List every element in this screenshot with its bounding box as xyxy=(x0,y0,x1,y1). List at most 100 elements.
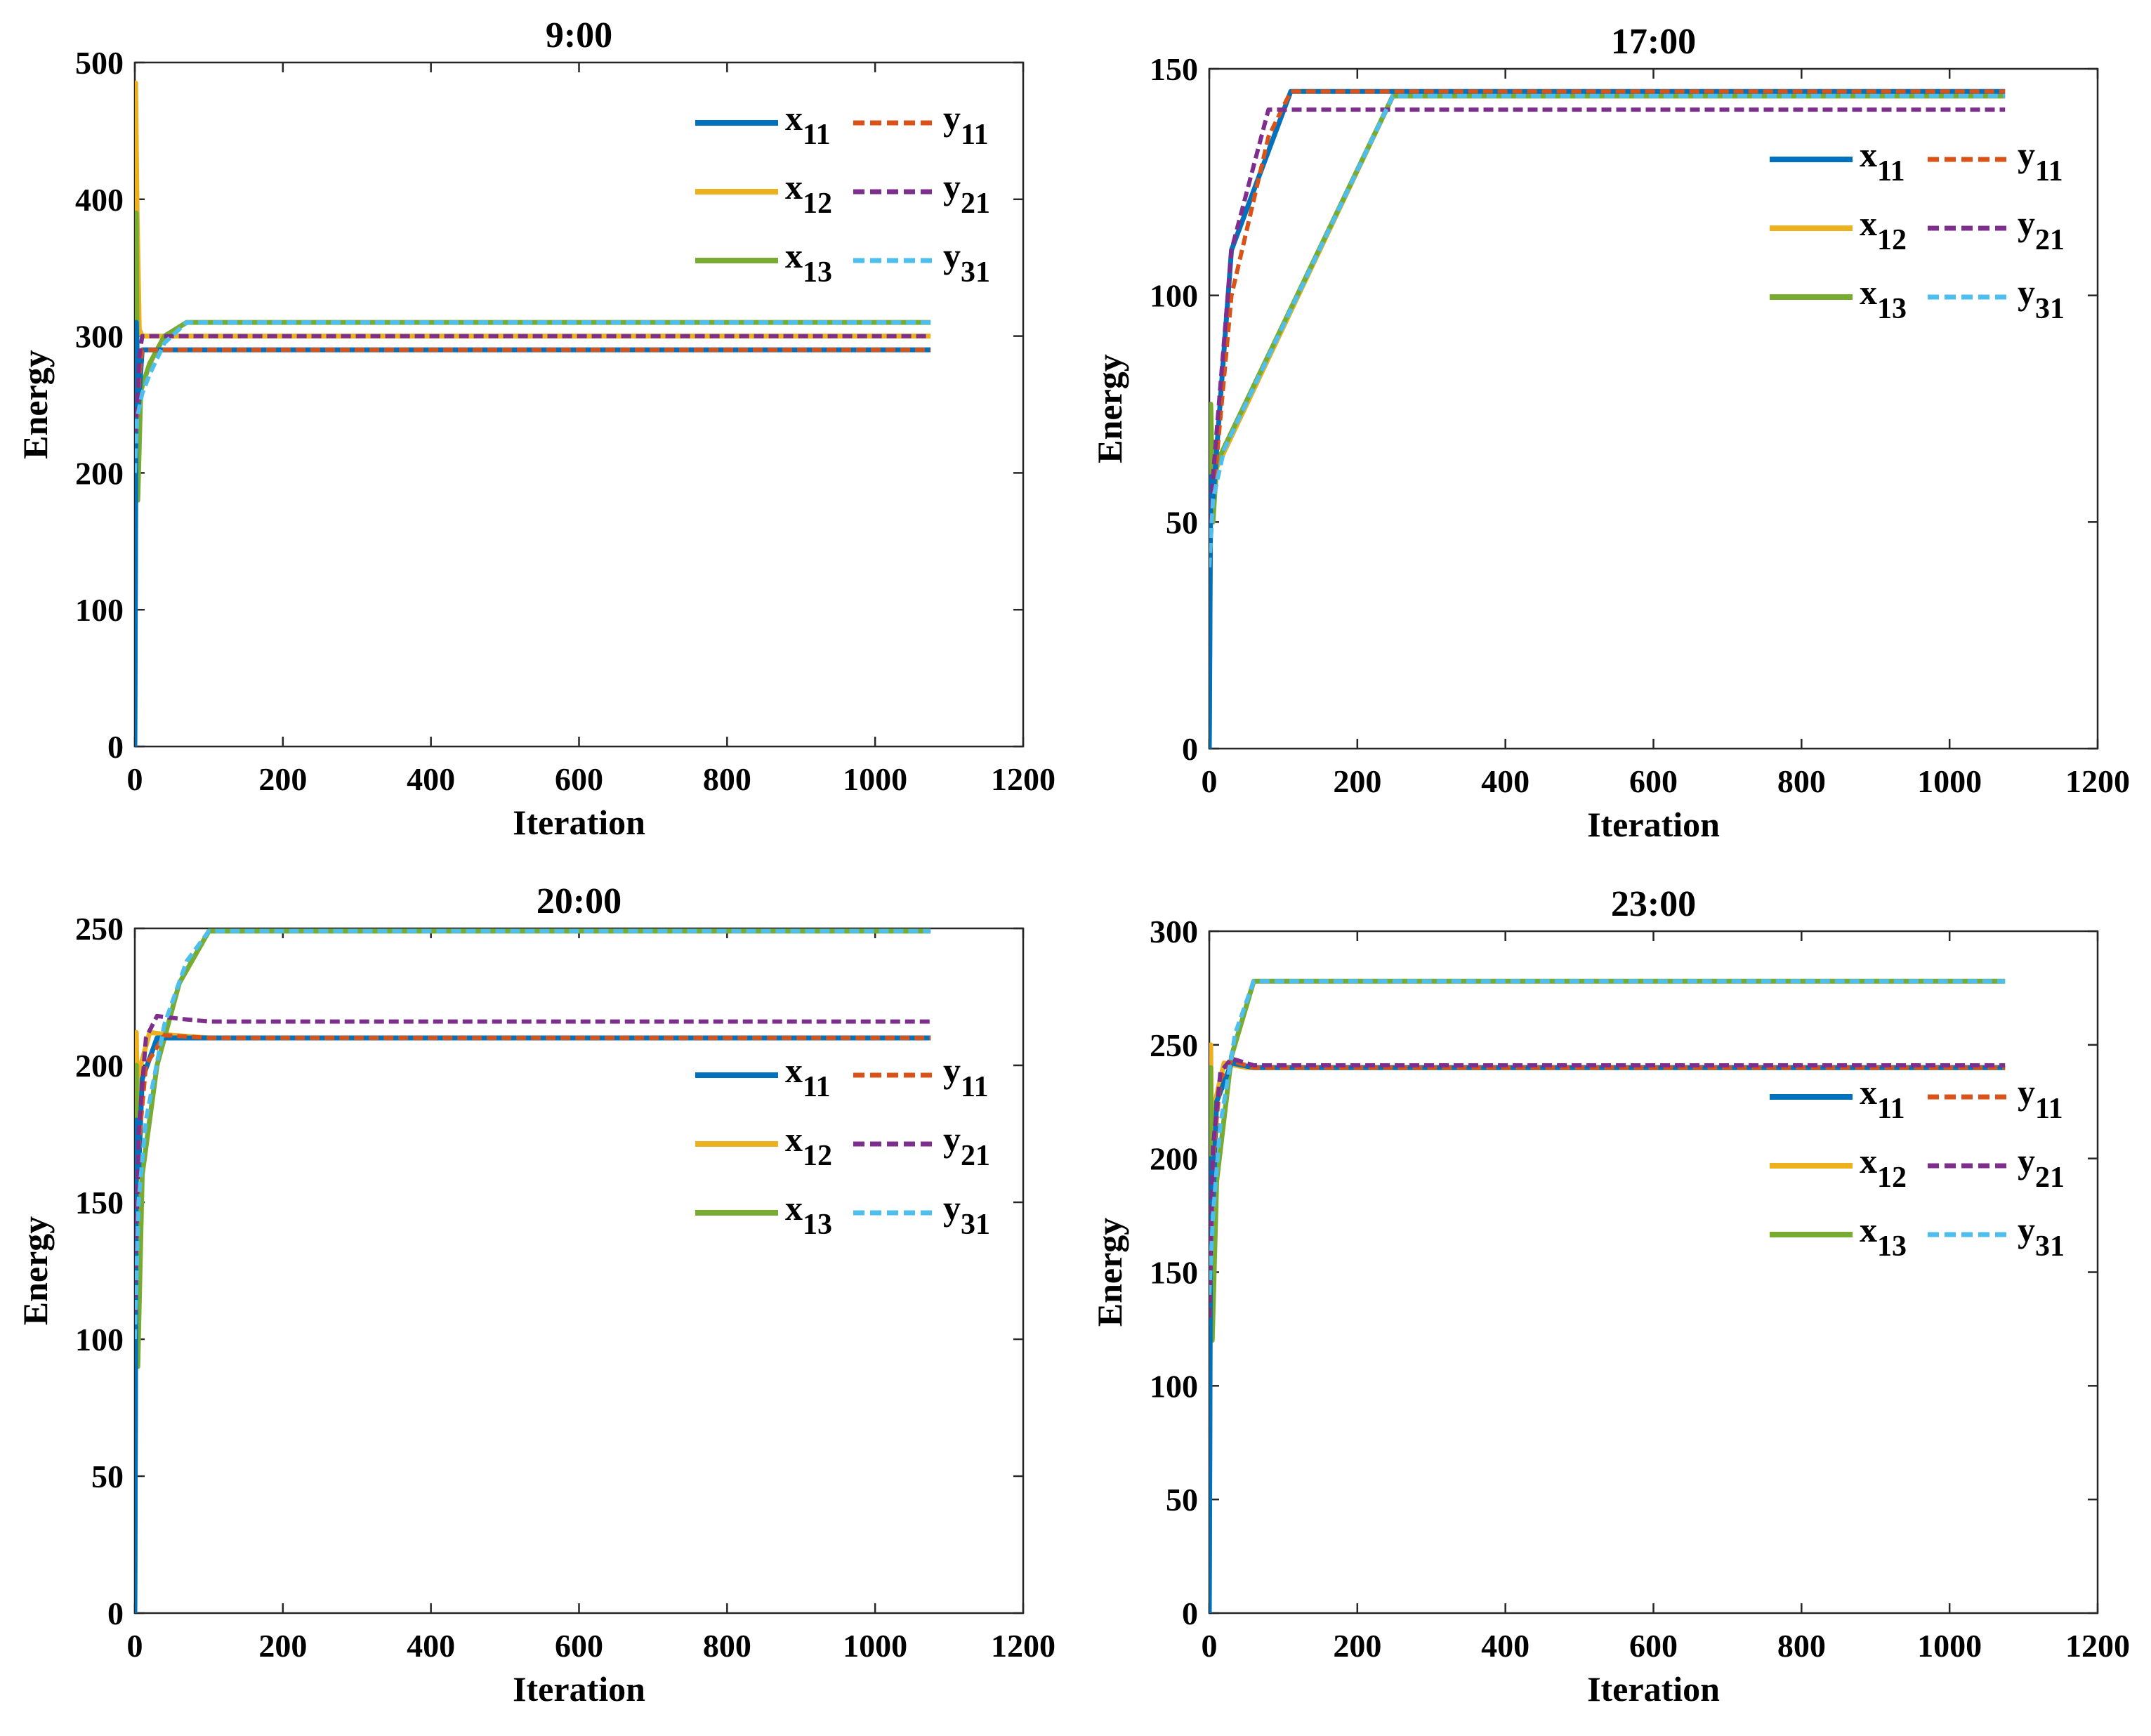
x-tick-label: 600 xyxy=(555,761,603,797)
series-group xyxy=(135,80,931,747)
series-line-y21 xyxy=(1209,1056,2006,1318)
y-tick-label: 150 xyxy=(1150,1255,1198,1291)
x-tick-label: 1000 xyxy=(1917,763,1982,799)
series-line-x13 xyxy=(1209,93,2006,749)
x-axis-label: Iteration xyxy=(513,1669,645,1709)
legend-label-subscript: 13 xyxy=(803,256,832,289)
legend-label-x13: x13 xyxy=(1860,1210,1907,1263)
x-tick-label: 600 xyxy=(1629,1628,1678,1664)
legend-label-base: y xyxy=(943,236,961,275)
x-tick-label: 1200 xyxy=(991,1628,1055,1664)
x-tick-label: 400 xyxy=(1481,763,1530,799)
legend-label-subscript: 12 xyxy=(1877,224,1907,256)
x-axis-label: Iteration xyxy=(513,803,645,842)
series-line-y31 xyxy=(135,320,931,473)
legend-label-y21: y21 xyxy=(2018,204,2065,256)
legend-label-x11: x11 xyxy=(1860,135,1905,188)
legend-label-base: x xyxy=(785,167,803,206)
series-line-y21 xyxy=(135,1013,931,1313)
x-tick-label: 1000 xyxy=(843,761,907,797)
series-line-x13 xyxy=(135,928,931,1613)
legend-label-subscript: 11 xyxy=(2035,155,2063,188)
chart-panel-0: 9:00 0 200 400 600 800 1000 1200 0 100 200 300 400 50… xyxy=(15,15,1055,842)
x-tick-label: 400 xyxy=(407,1628,455,1664)
legend-label-subscript: 13 xyxy=(1877,293,1907,325)
series-line-y31 xyxy=(135,928,931,1340)
legend-label-base: x xyxy=(785,1051,803,1090)
series-line-x12 xyxy=(1209,1042,2006,1613)
legend-label-base: x xyxy=(785,1119,803,1159)
y-tick-label: 250 xyxy=(1150,1027,1198,1063)
series-line-y11 xyxy=(1209,89,2006,568)
legend-label-subscript: 11 xyxy=(1877,155,1905,188)
legend-label-base: y xyxy=(2018,1072,2035,1112)
legend-label-x11: x11 xyxy=(1860,1072,1905,1125)
y-tick-label: 200 xyxy=(75,1048,124,1084)
legend-label-x12: x12 xyxy=(1860,204,1907,256)
x-tick-label: 1200 xyxy=(2065,763,2130,799)
legend-label-x13: x13 xyxy=(1860,272,1907,325)
legend-label-y31: y31 xyxy=(2018,1210,2065,1263)
legend-label-x12: x12 xyxy=(785,167,832,220)
legend-label-subscript: 21 xyxy=(2035,224,2065,256)
plot-area-frame xyxy=(133,927,1025,1615)
chart-panel-1: 17:00 0 200 400 600 800 1000 1200 0 50 100 150 Itera… xyxy=(1090,22,2130,844)
y-tick-label: 300 xyxy=(75,319,124,355)
legend-label-subscript: 12 xyxy=(803,1140,832,1172)
legend-label-y11: y11 xyxy=(943,98,989,151)
legend-label-subscript: 12 xyxy=(1877,1162,1907,1194)
series-line-x12 xyxy=(135,80,931,747)
legend-label-subscript: 21 xyxy=(2035,1162,2065,1194)
y-tick-label: 150 xyxy=(75,1185,124,1221)
y-axis-label: Energy xyxy=(1090,354,1129,463)
x-axis-label: Iteration xyxy=(1587,1669,1720,1709)
y-tick-label: 100 xyxy=(75,592,124,628)
y-tick-label: 200 xyxy=(1150,1141,1198,1177)
y-axis-label: Energy xyxy=(15,350,55,459)
legend-label-subscript: 13 xyxy=(803,1209,832,1241)
series-line-x13 xyxy=(1209,978,2006,1613)
legend-label-y31: y31 xyxy=(2018,272,2065,325)
legend-label-subscript: 11 xyxy=(803,1071,831,1103)
legend-label-subscript: 21 xyxy=(961,1140,990,1172)
series-line-y31 xyxy=(1209,93,2006,568)
legend-label-subscript: 11 xyxy=(961,119,989,151)
x-tick-label: 1000 xyxy=(1917,1628,1982,1664)
y-axis-label: Energy xyxy=(15,1216,55,1326)
y-tick-label: 500 xyxy=(75,45,124,81)
legend-label-base: y xyxy=(2018,204,2035,243)
legend-label-base: y xyxy=(943,1119,961,1159)
legend-label-x13: x13 xyxy=(785,1188,832,1241)
legend-label-base: y xyxy=(2018,272,2035,312)
legend-label-base: x xyxy=(1860,1072,1877,1112)
series-group xyxy=(1209,88,2006,749)
legend-label-base: x xyxy=(1860,272,1877,312)
legend-label-base: y xyxy=(943,1051,961,1090)
legend-label-subscript: 12 xyxy=(803,188,832,220)
y-tick-label: 0 xyxy=(1182,731,1198,767)
series-line-x11 xyxy=(135,1035,931,1613)
series-line-y31 xyxy=(1209,979,2006,1296)
x-tick-label: 1200 xyxy=(991,761,1055,797)
legend-label-base: x xyxy=(1860,1210,1877,1249)
legend-label-y31: y31 xyxy=(943,1188,990,1241)
series-line-x12 xyxy=(1209,93,2006,749)
legend-label-subscript: 31 xyxy=(2035,293,2065,325)
legend-label-y21: y21 xyxy=(943,1119,990,1172)
legend-label-y21: y21 xyxy=(943,167,990,220)
plot-area-frame xyxy=(1208,67,2099,750)
plot-area-frame xyxy=(133,61,1025,748)
x-tick-label: 200 xyxy=(1333,1628,1381,1664)
y-tick-label: 50 xyxy=(1166,504,1198,540)
legend-label-subscript: 11 xyxy=(2035,1093,2063,1125)
y-tick-label: 400 xyxy=(75,182,124,218)
series-line-y11 xyxy=(135,348,931,433)
legend-label-y11: y11 xyxy=(2018,1072,2063,1125)
y-tick-label: 100 xyxy=(75,1322,124,1357)
y-tick-label: 300 xyxy=(1150,914,1198,949)
legend-label-x11: x11 xyxy=(785,1051,831,1103)
